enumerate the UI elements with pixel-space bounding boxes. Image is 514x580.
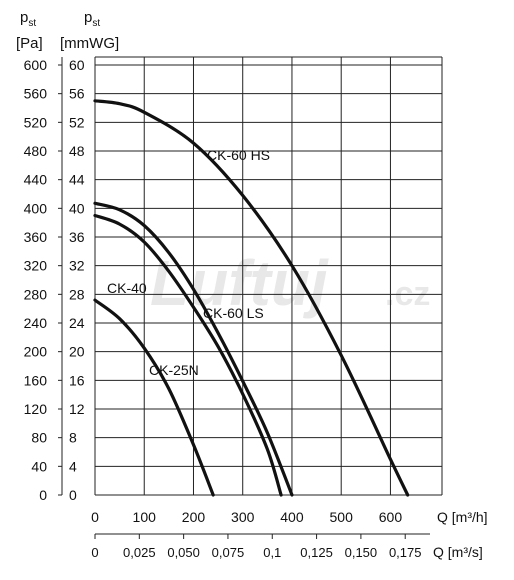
y-tick-pa: 480 (24, 143, 48, 159)
y-tick-pa: 160 (24, 372, 48, 388)
x-tick-m3s: 0,125 (300, 545, 333, 560)
y-tick-pa: 200 (24, 344, 48, 360)
x-axis-m3s: 0 0,025 0,050 0,075 0,1 0,125 0,150 0,175 (91, 533, 430, 560)
svg-text:pst: pst (20, 9, 36, 29)
y-tick-pa: 400 (24, 200, 48, 216)
y-tick-mmwg: 56 (69, 86, 85, 102)
y-tick-pa: 320 (24, 258, 48, 274)
watermark: Luftuj .cz (150, 247, 430, 319)
y-tick-mmwg: 4 (69, 458, 77, 474)
y-axis-header-pa: pst [Pa] (16, 9, 43, 52)
mmwg-unit: [mmWG] (60, 35, 119, 52)
x-tick-m3h: 100 (133, 509, 157, 525)
curve-ck-40 (93, 213, 283, 497)
y-tick-mmwg: 40 (69, 200, 85, 216)
y-tick-pa: 0 (39, 487, 47, 503)
x-axis-m3h: 0 100 200 300 400 500 600 (91, 509, 402, 525)
x-tick-m3s: 0,175 (389, 545, 422, 560)
performance-curves (93, 99, 410, 497)
curve-label-ck-40: CK-40 (107, 280, 147, 296)
y-tick-mmwg: 32 (69, 258, 85, 274)
x-axis-label-m3h: Q [m³/h] (437, 509, 488, 525)
mmwg-subscript: st (92, 18, 100, 29)
svg-text:pst: pst (84, 9, 100, 29)
y-tick-pa: 600 (24, 57, 48, 73)
curve-label-ck-60-hs: CK-60 HS (207, 147, 270, 163)
x-tick-m3h: 600 (379, 509, 403, 525)
y-axis-pa: 6005605204804404003603202802402001601208… (24, 57, 63, 503)
y-tick-mmwg: 48 (69, 143, 85, 159)
x-tick-m3s: 0 (91, 545, 98, 560)
curve-ck-25n (93, 298, 215, 497)
y-tick-mmwg: 0 (69, 487, 77, 503)
y-tick-pa: 560 (24, 86, 48, 102)
x-axis-label-m3s: Q [m³/s] (433, 544, 483, 560)
y-tick-mmwg: 44 (69, 172, 85, 188)
y-tick-pa: 80 (31, 430, 47, 446)
y-tick-pa: 120 (24, 401, 48, 417)
y-tick-pa: 240 (24, 315, 48, 331)
y-tick-pa: 280 (24, 286, 48, 302)
x-tick-m3s: 0,075 (212, 545, 245, 560)
y-tick-pa: 440 (24, 172, 48, 188)
y-tick-mmwg: 16 (69, 372, 85, 388)
curve-label-ck-60-ls: CK-60 LS (203, 305, 264, 321)
y-tick-mmwg: 36 (69, 229, 85, 245)
y-tick-mmwg: 12 (69, 401, 85, 417)
x-tick-m3h: 500 (330, 509, 354, 525)
pa-subscript: st (28, 18, 36, 29)
y-tick-mmwg: 8 (69, 430, 77, 446)
pa-unit: [Pa] (16, 35, 43, 52)
curve-label-ck-25n: CK-25N (149, 362, 199, 378)
curve-labels: CK-60 HS CK-60 LS CK-40 CK-25N (107, 147, 270, 378)
y-tick-mmwg: 60 (69, 57, 85, 73)
y-tick-pa: 40 (31, 458, 47, 474)
x-tick-m3s: 0,1 (263, 545, 281, 560)
x-tick-m3h: 200 (182, 509, 206, 525)
y-tick-pa: 360 (24, 229, 48, 245)
x-tick-m3h: 300 (231, 509, 255, 525)
x-tick-m3s: 0,150 (345, 545, 378, 560)
curve-ck-60-ls (93, 201, 294, 497)
y-tick-mmwg: 52 (69, 114, 85, 130)
x-tick-m3h: 0 (91, 509, 99, 525)
watermark-logo: Luftuj (150, 247, 329, 319)
curve-ck-60-hs (93, 99, 410, 497)
y-tick-mmwg: 28 (69, 286, 85, 302)
x-tick-m3h: 400 (280, 509, 304, 525)
x-tick-m3s: 0,025 (123, 545, 156, 560)
pa-symbol: p (20, 9, 28, 26)
x-tick-m3s: 0,050 (167, 545, 200, 560)
y-tick-mmwg: 24 (69, 315, 85, 331)
y-axis-header-mmwg: pst [mmWG] (60, 9, 119, 52)
mmwg-symbol: p (84, 9, 92, 26)
y-tick-pa: 520 (24, 114, 48, 130)
y-tick-mmwg: 20 (69, 344, 85, 360)
